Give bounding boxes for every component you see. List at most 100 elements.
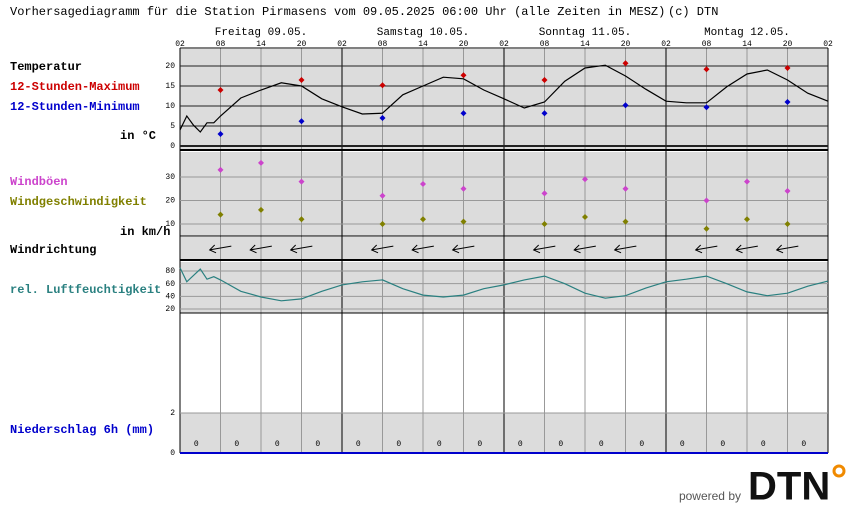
precip-label: 0 [194, 440, 199, 449]
temp-marker [298, 118, 305, 125]
hour-label: 20 [297, 40, 307, 49]
wind-marker [622, 218, 629, 225]
wind-marker [744, 178, 750, 185]
hour-label: 02 [337, 40, 347, 49]
temp-marker [379, 115, 386, 121]
y-tick-label: 80 [165, 267, 175, 276]
wind-marker [258, 206, 264, 213]
wind-marker [703, 197, 710, 204]
day-label: Freitag 09.05. [215, 27, 307, 39]
temp-marker [541, 110, 548, 117]
precip-label: 0 [680, 440, 685, 449]
precip-label: 0 [761, 440, 766, 449]
copyright: (c) DTN [668, 5, 718, 19]
wind-marker [379, 221, 386, 227]
y-tick-label: 5 [170, 122, 175, 131]
temp-marker [703, 66, 710, 73]
temp-marker [784, 99, 791, 105]
wind-arrow [694, 244, 718, 254]
y-tick-label: 0 [170, 142, 175, 151]
wind-marker [541, 221, 548, 227]
precip-label: 0 [801, 440, 806, 449]
y-tick-label: 60 [165, 280, 175, 289]
temp-marker [298, 77, 305, 83]
wind-marker [298, 216, 305, 223]
panel-label: Windrichtung [10, 243, 96, 257]
unit-label: in °C [120, 129, 156, 143]
precip-label: 0 [599, 440, 604, 449]
temp-marker [622, 102, 629, 109]
wind-marker [217, 211, 224, 218]
hour-label: 02 [823, 40, 833, 49]
wind-arrow [735, 244, 758, 254]
wind-marker [744, 216, 750, 223]
wind-arrow [411, 244, 434, 254]
hour-label: 02 [661, 40, 671, 49]
curve [179, 64, 829, 133]
precip-label: 0 [396, 440, 401, 449]
panel-label: Niederschlag 6h (mm) [10, 423, 154, 437]
temp-marker [541, 77, 548, 83]
wind-arrow [573, 244, 596, 254]
wind-marker [420, 181, 426, 187]
y-tick-label: 10 [165, 102, 175, 111]
wind-marker [217, 166, 224, 173]
y-tick-label: 20 [165, 305, 175, 314]
y-tick-label: 20 [165, 197, 175, 206]
legend-entry: 12-Stunden-Maximum [10, 80, 140, 94]
wind-marker [298, 178, 305, 185]
wind-marker [258, 159, 264, 166]
hour-label: 14 [418, 40, 428, 49]
wind-arrow [249, 244, 272, 254]
wind-arrow [289, 244, 313, 254]
hour-label: 08 [216, 40, 226, 49]
hour-label: 02 [499, 40, 509, 49]
legend-entry: Windböen [10, 175, 68, 189]
precip-label: 0 [275, 440, 280, 449]
logo-dot [832, 464, 846, 478]
temp-marker [622, 60, 629, 67]
hour-label: 08 [540, 40, 550, 49]
wind-marker [420, 216, 426, 223]
temp-marker [379, 82, 386, 89]
hour-label: 14 [742, 40, 752, 49]
precip-label: 0 [315, 440, 320, 449]
panel-label: rel. Luftfeuchtigkeit [10, 283, 161, 297]
temp-marker [217, 131, 224, 137]
wind-arrow [532, 244, 556, 254]
hour-label: 02 [175, 40, 185, 49]
hour-label: 14 [580, 40, 590, 49]
wind-marker [460, 185, 467, 192]
wind-arrow [208, 244, 232, 254]
y-tick-label: 20 [165, 62, 175, 71]
wind-marker [784, 188, 791, 195]
temp-marker [460, 110, 467, 117]
y-tick-label: 30 [165, 173, 175, 182]
panel-label: Temperatur [10, 60, 82, 74]
wind-marker [622, 185, 629, 192]
hour-label: 20 [459, 40, 469, 49]
precip-label: 0 [356, 440, 361, 449]
day-label: Montag 12.05. [704, 27, 790, 39]
precip-label: 0 [720, 440, 725, 449]
temp-marker [784, 65, 791, 71]
unit-label: in km/h [120, 225, 170, 239]
day-label: Samstag 10.05. [377, 27, 469, 39]
y-tick-label: 2 [170, 409, 175, 418]
wind-arrow [775, 244, 799, 254]
hour-label: 20 [621, 40, 631, 49]
dtn-logo: DTN [748, 465, 830, 509]
wind-marker [541, 190, 548, 197]
y-tick-label: 15 [165, 82, 175, 91]
precip-label: 0 [437, 440, 442, 449]
precip-label: 0 [639, 440, 644, 449]
wind-marker [582, 176, 588, 183]
wind-arrow [613, 244, 637, 254]
y-tick-label: 10 [165, 220, 175, 229]
precip-label: 0 [558, 440, 563, 449]
temp-marker [217, 87, 224, 93]
hour-label: 08 [378, 40, 388, 49]
legend-entry: Windgeschwindigkeit [10, 195, 147, 209]
hour-label: 20 [783, 40, 793, 49]
